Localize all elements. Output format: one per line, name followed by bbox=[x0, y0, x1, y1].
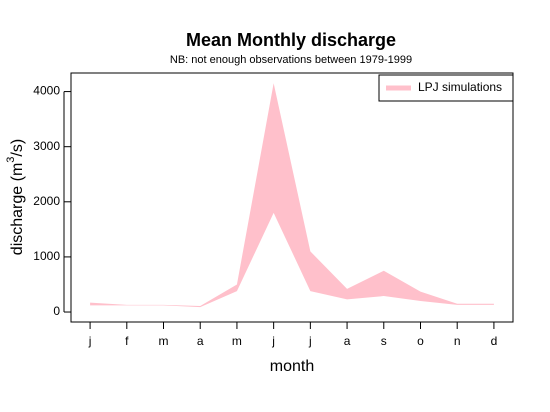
chart-subtitle: NB: not enough observations between 1979… bbox=[170, 54, 412, 66]
x-tick-label: m bbox=[159, 334, 169, 348]
y-tick-label: 4000 bbox=[33, 84, 60, 98]
x-tick-label: f bbox=[125, 334, 129, 348]
legend-label: LPJ simulations bbox=[418, 80, 502, 94]
y-tick-label: 2000 bbox=[33, 194, 60, 208]
y-tick-label: 1000 bbox=[33, 249, 60, 263]
x-tick-label: j bbox=[271, 334, 275, 348]
band-area bbox=[90, 83, 494, 308]
x-tick-label: a bbox=[344, 334, 351, 348]
x-tick-label: o bbox=[417, 334, 424, 348]
y-axis-label: discharge (m3/s) bbox=[5, 139, 26, 255]
x-axis-label: month bbox=[270, 358, 314, 375]
y-label-text: /s) bbox=[9, 139, 26, 157]
x-tick-label: a bbox=[197, 334, 204, 348]
chart-title: Mean Monthly discharge bbox=[186, 30, 396, 50]
x-tick-label: j bbox=[308, 334, 312, 348]
x-tick-label: s bbox=[381, 334, 387, 348]
x-tick-label: m bbox=[232, 334, 242, 348]
y-tick-label: 0 bbox=[53, 304, 60, 318]
x-tick-label: j bbox=[88, 334, 92, 348]
x-tick-label: n bbox=[454, 334, 461, 348]
y-label-sup: 3 bbox=[5, 157, 17, 163]
y-tick-label: 3000 bbox=[33, 139, 60, 153]
plot-frame bbox=[70, 72, 514, 323]
y-label-text: discharge (m bbox=[9, 163, 26, 255]
x-tick-label: d bbox=[491, 334, 498, 348]
